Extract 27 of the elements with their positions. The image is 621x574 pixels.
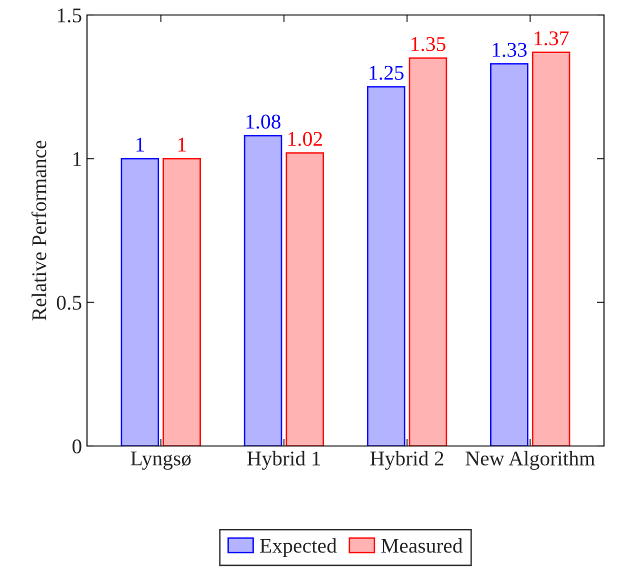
- y-tick-label: 0.5: [56, 296, 82, 310]
- data-label: 1.37: [534, 31, 569, 46]
- x-tick-label: New Algorithm: [466, 450, 595, 470]
- x-tick-label: Hybrid 1: [247, 450, 320, 470]
- bar: [244, 134, 282, 446]
- x-tick-label: Hybrid 2: [370, 450, 444, 470]
- y-axis-title: Relative Performance: [31, 140, 46, 320]
- data-label: 1.02: [288, 132, 322, 146]
- bar: [120, 158, 160, 446]
- bar: [532, 52, 570, 446]
- data-label: 1.25: [370, 66, 404, 80]
- data-label: 1: [178, 138, 186, 152]
- y-tick-label: 1: [74, 152, 81, 166]
- bar: [366, 86, 406, 446]
- data-label: 1.33: [492, 42, 527, 57]
- data-label: 1.35: [412, 37, 446, 52]
- data-label: 1.08: [246, 114, 280, 129]
- y-tick-label: 1.5: [58, 8, 82, 23]
- bar: [162, 158, 201, 446]
- x-tick-label: Lyngsø: [130, 452, 191, 470]
- data-label: 1: [136, 138, 144, 152]
- y-tick-label: 0: [72, 439, 82, 454]
- bar: [286, 152, 324, 446]
- legend-label: Measured: [381, 538, 463, 553]
- legend-label: Expected: [260, 538, 337, 558]
- bar: [490, 63, 528, 446]
- bar: [408, 57, 448, 446]
